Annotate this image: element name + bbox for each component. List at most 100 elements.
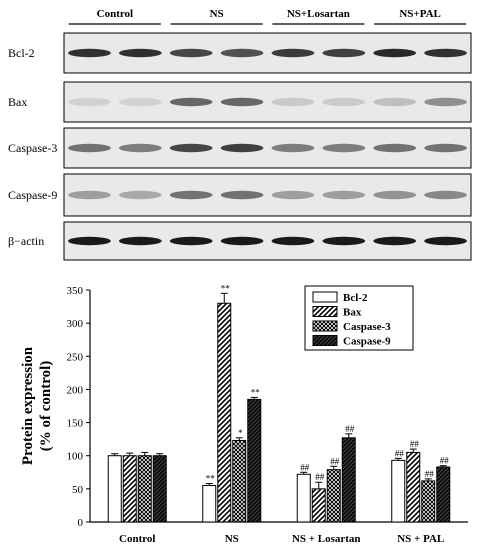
blot-row: Bcl-2 <box>8 32 472 74</box>
blot-band <box>373 143 417 153</box>
bar <box>406 451 421 523</box>
x-tick-label: Control <box>119 533 155 545</box>
blot-band <box>322 97 366 107</box>
bar <box>202 485 217 523</box>
x-tick-label: NS <box>225 533 239 545</box>
significance-mark: ## <box>425 469 435 479</box>
bar <box>296 473 311 523</box>
blot-band <box>118 48 162 58</box>
blot-band <box>220 190 264 200</box>
blot-band <box>68 97 111 107</box>
blot-band <box>169 97 213 107</box>
blot-band <box>220 97 264 107</box>
blot-band <box>271 143 315 153</box>
blot-row: Caspase-9 <box>8 173 472 217</box>
blot-band <box>373 48 417 58</box>
legend-label: Bcl-2 <box>343 292 368 304</box>
legend-swatch <box>312 335 338 346</box>
y-tick-label: 300 <box>67 318 84 330</box>
significance-mark: ## <box>315 472 325 482</box>
y-axis-label-line: Protein expression <box>20 346 36 465</box>
blot-band <box>68 143 111 153</box>
blot-row-label: Bcl-2 <box>8 46 35 60</box>
bar <box>152 455 167 523</box>
significance-mark: ## <box>300 462 310 472</box>
blot-row: Bax <box>8 81 472 123</box>
western-blot-panel: Control NS NS+Losartan NS+PAL Bcl-2 Bax Caspas… <box>0 0 477 268</box>
bar-chart: 0 50 100 150 200 250 300 350 Protein expression(… <box>20 283 468 545</box>
y-tick-label: 0 <box>78 517 84 529</box>
y-tick-label: 50 <box>72 484 84 496</box>
blot-band <box>169 48 213 58</box>
bar <box>326 469 341 523</box>
y-tick-label: 150 <box>67 418 84 430</box>
blot-band <box>373 236 417 246</box>
blot-band <box>169 190 213 200</box>
protein-expression-chart: 0 50 100 150 200 250 300 350 Protein expression(… <box>0 270 477 550</box>
blot-band <box>118 190 162 200</box>
bar <box>217 302 232 523</box>
blot-row-label: β−actin <box>8 234 44 248</box>
significance-mark: ** <box>251 387 261 397</box>
blot-band <box>271 190 315 200</box>
blot-row-label: Caspase-9 <box>8 188 57 202</box>
blot-band <box>424 236 467 246</box>
blot-row: Caspase-3 <box>8 127 472 169</box>
legend-swatch <box>312 306 338 317</box>
significance-mark: ** <box>221 283 231 293</box>
blot-band <box>169 143 213 153</box>
blot-band <box>118 236 162 246</box>
significance-mark: ** <box>206 474 216 484</box>
bar <box>232 439 247 523</box>
bar <box>421 480 436 523</box>
blot-band <box>271 236 315 246</box>
x-tick-label: NS + PAL <box>397 533 444 545</box>
blot-band <box>118 143 162 153</box>
blot-band <box>271 97 315 107</box>
significance-mark: ## <box>395 448 405 458</box>
legend-swatch <box>312 320 338 332</box>
legend-label: Bax <box>343 307 362 319</box>
blot-band <box>424 48 467 58</box>
blot-group-label: NS+Losartan <box>287 8 350 20</box>
blot-band <box>424 190 467 200</box>
blot-band <box>220 48 264 58</box>
blot-band <box>373 190 417 200</box>
blot-row: β−actin <box>8 221 472 261</box>
legend-swatch <box>312 291 338 303</box>
blot-row-label: Caspase-3 <box>8 141 57 155</box>
blot-band <box>322 143 366 153</box>
significance-mark: ## <box>330 456 340 466</box>
blot-group-label: Control <box>97 8 133 20</box>
legend-label: Caspase-9 <box>343 336 391 348</box>
y-tick-label: 250 <box>67 351 84 363</box>
x-tick-label: NS + Losartan <box>292 533 361 545</box>
blot-group-label: NS+PAL <box>399 8 441 20</box>
blot-band <box>118 97 162 107</box>
significance-mark: ## <box>345 424 355 434</box>
bar <box>391 459 406 523</box>
blot-band <box>322 236 366 246</box>
bar <box>122 455 137 523</box>
western-blot-figure: Control NS NS+Losartan NS+PAL Bcl-2 Bax Caspas… <box>8 8 472 261</box>
legend-label: Caspase-3 <box>343 321 391 333</box>
blot-band <box>424 143 467 153</box>
bar <box>247 398 262 523</box>
blot-band <box>68 190 111 200</box>
blot-band <box>220 236 264 246</box>
blot-group-label: NS <box>210 8 224 20</box>
bar <box>311 488 326 523</box>
blot-band <box>322 190 366 200</box>
bar <box>436 466 451 523</box>
blot-band <box>322 48 366 58</box>
y-axis-label: Protein expression (% of control) <box>20 346 54 465</box>
blot-band <box>68 236 111 246</box>
y-axis-label-line: (% of control) <box>38 361 54 452</box>
blot-band <box>169 236 213 246</box>
chart-legend: Bcl-2 Bax Caspase-3 Caspase-9 <box>304 285 414 351</box>
bar <box>341 437 356 523</box>
blot-row-label: Bax <box>8 95 27 109</box>
blot-band <box>68 48 111 58</box>
bar <box>137 455 152 523</box>
significance-mark: * <box>238 428 243 438</box>
